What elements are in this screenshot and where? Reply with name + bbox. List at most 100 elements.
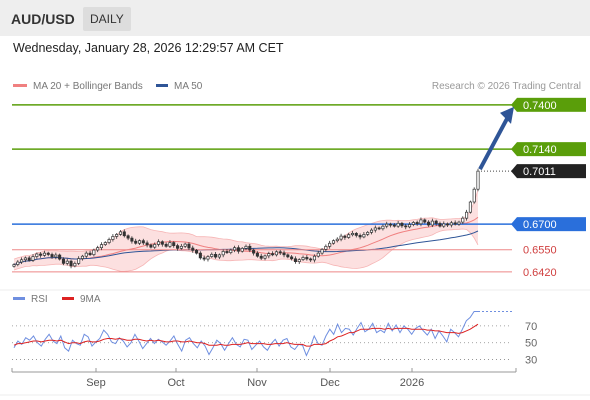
candle-body	[297, 259, 301, 263]
candle-body	[206, 256, 210, 260]
candle-body	[324, 245, 328, 250]
candle-body	[111, 236, 115, 240]
candle-body	[377, 227, 381, 230]
candle-body	[244, 245, 248, 249]
level-label-0.7140: 0.7140	[523, 144, 557, 156]
candle-body	[267, 253, 271, 257]
candle-body	[309, 258, 313, 261]
candle-body	[80, 255, 84, 259]
candle-body	[225, 251, 229, 253]
forecast-arrow-shaft	[478, 115, 510, 171]
candle-body	[385, 223, 389, 227]
candle-body	[369, 229, 374, 233]
ma50-swatch	[156, 83, 168, 87]
legend-rsi: RSI	[13, 294, 48, 305]
candle-body	[168, 242, 172, 247]
level-arrow-0.6700	[511, 217, 517, 232]
candle-body	[408, 224, 412, 228]
candle-body	[465, 211, 469, 219]
legend-9ma: 9MA	[62, 294, 101, 305]
candle-body	[233, 247, 237, 251]
candle-body	[350, 233, 355, 236]
level-arrow-0.7400	[511, 97, 517, 112]
candle-body	[27, 257, 31, 261]
candle-body	[373, 227, 377, 231]
candle-body	[126, 235, 130, 239]
candle-body	[312, 255, 316, 261]
candle-body	[137, 240, 142, 244]
forecast-arrow-head	[500, 106, 514, 124]
report-datetime: Wednesday, January 28, 2026 12:29:57 AM …	[13, 41, 284, 55]
candle-body	[20, 259, 24, 263]
candle-body	[149, 244, 153, 248]
candle-body	[282, 252, 286, 256]
candle-body	[476, 170, 480, 190]
candle-body	[419, 219, 423, 225]
header-bar: AUD/USD DAILY	[0, 0, 590, 36]
candle-body	[118, 231, 123, 235]
candle-body	[141, 240, 145, 244]
rsi-tick-30: 30	[525, 355, 537, 367]
level-label-0.6420: 0.6420	[523, 267, 557, 279]
instrument-title: AUD/USD	[11, 11, 75, 27]
candle-body	[423, 219, 427, 223]
candle-body	[50, 254, 54, 258]
candle-body	[331, 240, 336, 244]
candle-body	[457, 221, 461, 225]
candle-body	[335, 238, 339, 242]
candle-body	[88, 252, 92, 256]
bollinger-band	[14, 189, 478, 272]
candle-body	[164, 243, 168, 247]
candle-body	[339, 235, 343, 240]
x-tick-label-2026: 2026	[400, 377, 424, 389]
candle-body	[183, 243, 187, 247]
level-label-0.6700: 0.6700	[523, 219, 557, 231]
candle-body	[411, 222, 415, 225]
candle-body	[320, 249, 324, 254]
candle-body	[42, 252, 46, 256]
level-label-0.6550: 0.6550	[523, 245, 557, 257]
candle-body	[472, 188, 476, 203]
candle-body	[293, 258, 297, 263]
candle-body	[290, 256, 294, 260]
candle-body	[191, 247, 195, 251]
candle-body	[415, 222, 419, 225]
rsi-swatch	[13, 296, 25, 300]
candle-body	[153, 244, 157, 248]
candle-body	[400, 222, 404, 227]
candle-body	[176, 245, 180, 249]
candle-body	[156, 241, 161, 245]
candle-body	[54, 254, 58, 258]
rsi-tick-50: 50	[525, 338, 537, 350]
candle-body	[396, 222, 400, 227]
level-arrow-0.7011	[511, 164, 517, 179]
candle-body	[23, 257, 27, 261]
candle-body	[354, 233, 358, 236]
level-label-0.7011: 0.7011	[523, 166, 556, 178]
timeframe-badge[interactable]: DAILY	[83, 7, 131, 31]
9ma-swatch	[62, 296, 74, 300]
candle-body	[468, 201, 472, 213]
candle-body	[343, 235, 347, 238]
legend-ma50-label: MA 50	[174, 81, 203, 92]
candle-body	[278, 251, 282, 254]
copyright-text: Research © 2026 Trading Central	[431, 81, 581, 92]
candle-body	[92, 249, 96, 256]
candle-body	[61, 258, 65, 264]
candle-body	[130, 237, 134, 242]
x-tick-label-Nov: Nov	[247, 377, 267, 389]
candle-body	[366, 231, 370, 235]
candle-body	[107, 239, 111, 243]
candle-body	[274, 251, 278, 256]
legend-9ma-label: 9MA	[80, 294, 101, 305]
candle-body	[195, 250, 199, 254]
legend-ma20-label: MA 20 + Bollinger Bands	[33, 81, 143, 92]
candle-body	[248, 245, 252, 251]
candle-body	[46, 252, 50, 255]
candle-body	[31, 256, 35, 261]
candle-body	[236, 247, 240, 252]
ma20-swatch	[13, 83, 27, 87]
bollinger-lower-line	[13, 228, 479, 272]
candle-body	[358, 235, 362, 238]
